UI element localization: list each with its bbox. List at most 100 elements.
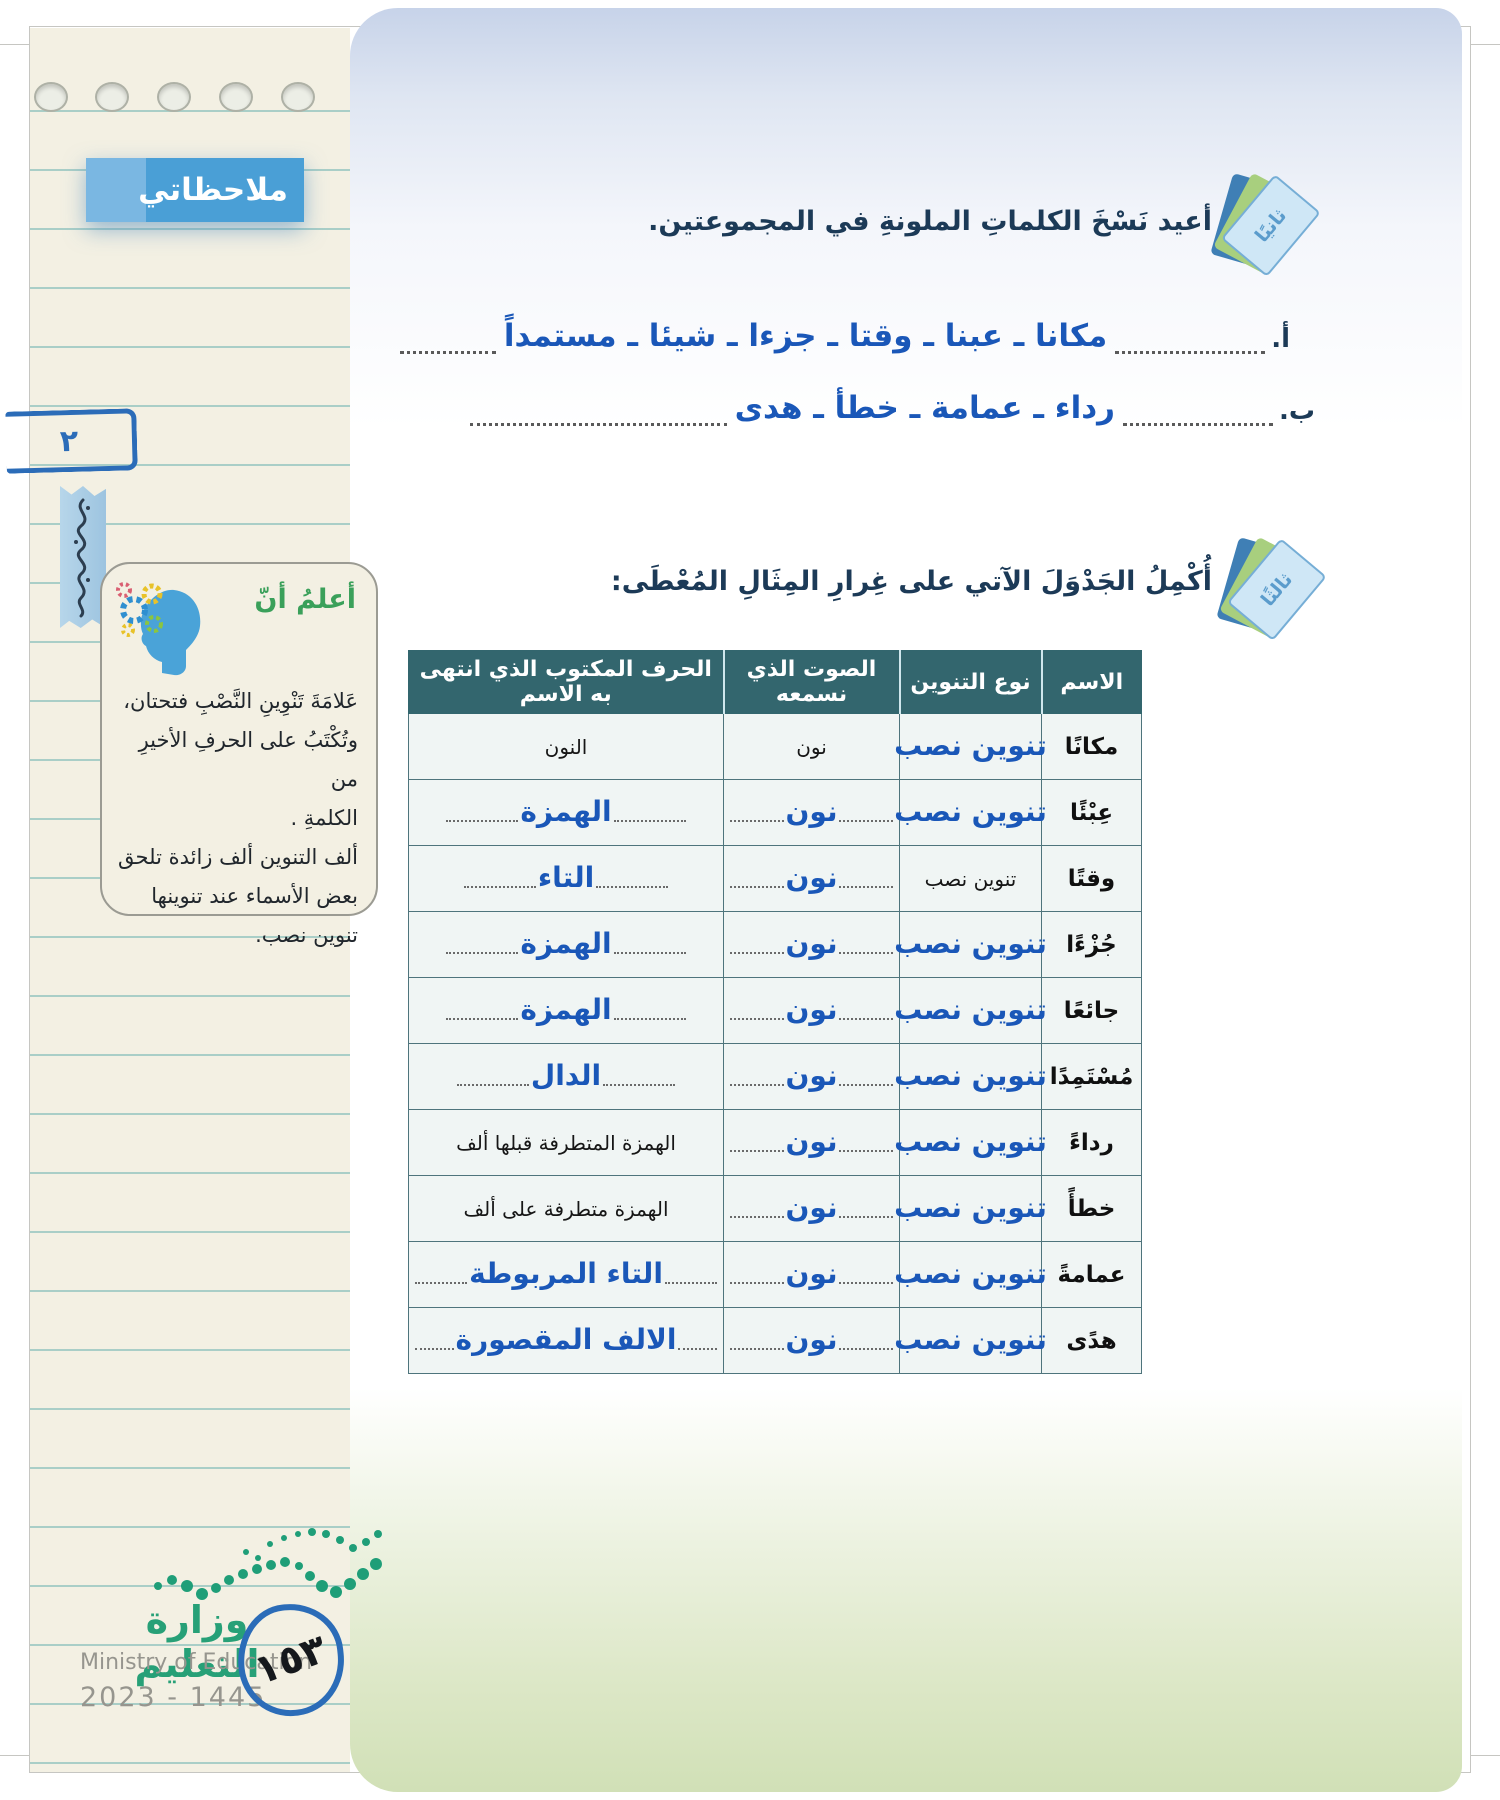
- tanween-type-cell: تنوين نصب: [894, 977, 1047, 1044]
- handwritten-answer: التاء: [537, 861, 595, 895]
- tanween-table-body: مكانًا تنوين نصب نون النون عِبْئًا تنوين نصب ن…: [408, 713, 1142, 1374]
- letter-cell: الهمزة المتطرفة قبلها ألف: [408, 1109, 724, 1176]
- handwritten-answer: نون: [785, 795, 838, 829]
- spiral-hole-icon: [157, 82, 191, 112]
- spiral-hole-icon: [219, 82, 253, 112]
- table-row: وقتًا تنوين نصب نون التاء: [408, 845, 1142, 912]
- letter-cell: التاء: [408, 845, 724, 912]
- tanween-type-cell: تنوين نصب: [894, 1109, 1047, 1176]
- group-a-words: مكانا ـ عبنا ـ وقتا ـ جزءا ـ شيئا ـ مستم…: [503, 318, 1108, 354]
- noun-cell: مكانًا: [1041, 713, 1142, 780]
- my-notes-text: ملاحظاتي: [138, 172, 288, 208]
- dotted-line: [400, 339, 496, 354]
- noun-cell: رداءً: [1041, 1109, 1142, 1176]
- col-header-sound: الصوت الذي نسمعه: [722, 650, 900, 714]
- spiral-hole-icon: [95, 82, 129, 112]
- know-that-title: أعلمُ أنّ: [254, 584, 356, 615]
- handwritten-answer: الهمزة: [520, 927, 612, 961]
- handwritten-answer: نون: [785, 1323, 838, 1357]
- second-badge-label: ثانيًا: [1250, 204, 1291, 247]
- handwritten-answer: تنوين نصب: [894, 927, 1047, 961]
- margin-number: ٢: [59, 423, 79, 459]
- noun-cell: وقتًا: [1041, 845, 1142, 912]
- handwritten-answer: تنوين نصب: [894, 1125, 1047, 1159]
- table-row: عمامةً تنوين نصب نون التاء المربوطة: [408, 1241, 1142, 1308]
- handwritten-answer: الهمزة: [520, 993, 612, 1027]
- sound-cell: نون: [723, 1109, 900, 1176]
- table-header-row: الاسم نوع التنوين الصوت الذي نسمعه الحرف…: [408, 650, 1142, 714]
- note-line: بعض الأسماء عند تنوينها: [151, 884, 358, 908]
- note-line: عَلامَةَ تَنْوِينِ النَّصْبِ فتحتان،: [123, 689, 358, 713]
- handwritten-answer: تنوين نصب: [894, 729, 1047, 763]
- thinking-head-icon: [112, 574, 212, 686]
- handwritten-answer: تنوين نصب: [894, 993, 1047, 1027]
- letter-cell: النون: [408, 713, 724, 780]
- col-header-letter: الحرف المكتوب الذي انتهى به الاسم: [408, 650, 724, 714]
- handwritten-answer: تنوين نصب: [894, 1191, 1047, 1225]
- handwritten-answer: تنوين نصب: [894, 1323, 1047, 1357]
- handwritten-answer: الهمزة: [520, 795, 612, 829]
- handwritten-answer: تنوين نصب: [894, 1059, 1047, 1093]
- sound-cell: نون: [723, 977, 900, 1044]
- noun-cell: عِبْئًا: [1041, 779, 1142, 846]
- my-notes-label: ملاحظاتي: [86, 158, 304, 222]
- note-line: تنوين نصب.: [255, 923, 358, 947]
- table-row: رداءً تنوين نصب نون الهمزة المتطرفة قبلها أ…: [408, 1109, 1142, 1176]
- tanween-table: الاسم نوع التنوين الصوت الذي نسمعه الحرف…: [408, 650, 1142, 1374]
- frame-tick: [0, 1755, 29, 1756]
- noun-cell: مُسْتَمِدًا: [1041, 1043, 1142, 1110]
- letter-cell: الدال: [408, 1043, 724, 1110]
- handwritten-answer: نون: [785, 861, 838, 895]
- letter-cell: الهمزة: [408, 911, 724, 978]
- tanween-type-cell: تنوين نصب: [894, 779, 1047, 846]
- handwritten-answer: التاء المربوطة: [469, 1257, 663, 1291]
- tanween-type-cell: تنوين نصب: [894, 1241, 1047, 1308]
- group-a-label: أ.: [1271, 324, 1290, 354]
- note-line: الكلمةِ .: [290, 806, 358, 830]
- spiral-hole-icon: [34, 82, 68, 112]
- col-header-tanween-type: نوع التنوين: [898, 650, 1042, 714]
- tanween-type-cell: تنوين نصب: [899, 845, 1042, 912]
- letter-cell: الالف المقصورة: [408, 1307, 724, 1374]
- table-row: جائعًا تنوين نصب نون الهمزة: [408, 977, 1142, 1044]
- handwritten-answer: نون: [785, 993, 838, 1027]
- moe-dots-pattern-icon: [154, 1528, 382, 1600]
- letter-cell: التاء المربوطة: [408, 1241, 724, 1308]
- noun-cell: جائعًا: [1041, 977, 1142, 1044]
- frame-tick: [1471, 44, 1500, 45]
- notebook-panel: [30, 28, 350, 1772]
- noun-cell: هدًى: [1041, 1307, 1142, 1374]
- ministry-logo-arabic: وزارة التعليم: [134, 1598, 260, 1686]
- calligraphy-icon: [74, 498, 90, 618]
- handwritten-answer: نون: [785, 1191, 838, 1225]
- table-row: مكانًا تنوين نصب نون النون: [408, 713, 1142, 780]
- sound-cell: نون: [723, 713, 900, 780]
- tanween-type-cell: تنوين نصب: [894, 1307, 1047, 1374]
- table-row: جُزْءًا تنوين نصب نون الهمزة: [408, 911, 1142, 978]
- table-row: هدًى تنوين نصب نون الالف المقصورة: [408, 1307, 1142, 1374]
- frame-tick: [0, 44, 29, 45]
- sound-cell: نون: [723, 1307, 900, 1374]
- spiral-hole-icon: [281, 82, 315, 112]
- handwritten-answer: الدال: [530, 1059, 602, 1093]
- third-badge-label: ثالثًا: [1256, 568, 1297, 611]
- sound-cell: نون: [723, 1043, 900, 1110]
- ministry-logo-english: Ministry of Education: [80, 1650, 313, 1675]
- tanween-type-cell: تنوين نصب: [894, 1043, 1047, 1110]
- note-line: ألف التنوين ألف زائدة تلحق: [118, 845, 358, 869]
- handwritten-answer: نون: [785, 927, 838, 961]
- letter-cell: الهمزة: [408, 977, 724, 1044]
- word-group-a: أ. مكانا ـ عبنا ـ وقتا ـ جزءا ـ شيئا ـ م…: [400, 296, 1290, 354]
- tanween-type-cell: تنوين نصب: [894, 713, 1047, 780]
- note-line: وتُكْتَبُ على الحرفِ الأخيرِ من: [138, 728, 358, 791]
- tanween-type-cell: تنوين نصب: [894, 1175, 1047, 1242]
- handwritten-answer: الالف المقصورة: [455, 1323, 677, 1357]
- complete-table-instruction: أُكْمِلُ الجَدْوَلَ الآتي على غِرارِ الم…: [610, 566, 1212, 597]
- handwritten-answer: نون: [785, 1059, 838, 1093]
- table-row: خطأً تنوين نصب نون الهمزة متطرفة على ألف: [408, 1175, 1142, 1242]
- handwritten-answer: نون: [785, 1257, 838, 1291]
- word-group-b: ب. رداء ـ عمامة ـ خطأ ـ هدى: [470, 370, 1315, 426]
- dotted-line: [1122, 411, 1273, 426]
- sound-cell: نون: [723, 845, 900, 912]
- col-header-noun: الاسم: [1040, 650, 1142, 714]
